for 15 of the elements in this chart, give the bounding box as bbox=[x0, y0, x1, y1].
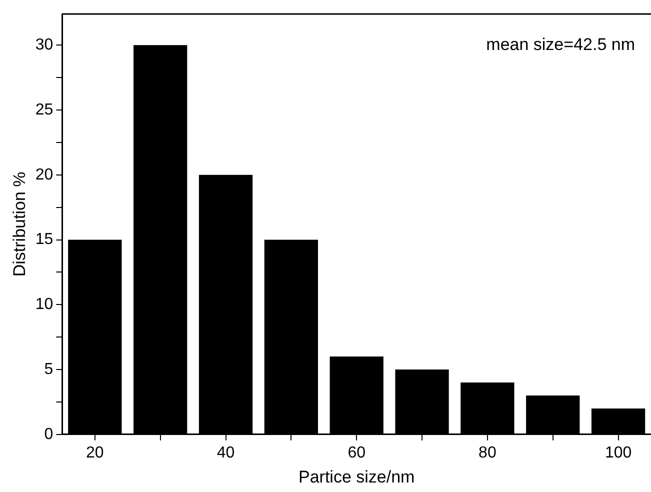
x-tick-label: 100 bbox=[604, 444, 632, 462]
x-tick-label: 20 bbox=[86, 444, 104, 462]
y-axis-title: Distribution % bbox=[10, 172, 29, 277]
annotation: mean size=42.5 nm bbox=[486, 35, 635, 54]
y-tick-label: 30 bbox=[35, 36, 54, 54]
y-tick-label: 15 bbox=[35, 231, 54, 248]
x-tick-label: 60 bbox=[348, 444, 366, 462]
y-tick-label: 10 bbox=[35, 296, 54, 314]
y-tick-label: 5 bbox=[44, 360, 54, 378]
x-axis-title: Partice size/nm bbox=[298, 467, 415, 486]
x-tick-label: 80 bbox=[478, 444, 496, 462]
y-tick-label: 25 bbox=[35, 101, 54, 118]
x-tick-label: 40 bbox=[216, 444, 235, 462]
y-tick-label: 20 bbox=[35, 166, 54, 184]
y-tick-label: 0 bbox=[44, 426, 54, 443]
